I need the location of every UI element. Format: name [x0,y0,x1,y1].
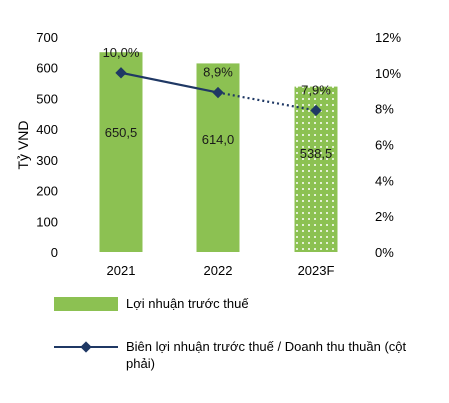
bar-value-label: 614,0 [202,132,235,147]
y-axis-ticks: 0 100 200 300 400 500 600 700 [36,30,58,260]
bar-value-label: 538,5 [300,146,333,161]
x-tick-label: 2021 [107,263,136,278]
y2-tick-label: 12% [375,30,401,45]
legend-swatch-line [54,341,118,353]
y-tick-label: 100 [36,214,58,229]
y2-axis-ticks: 0% 2% 4% 6% 8% 10% 12% [375,30,401,260]
y-tick-label: 200 [36,184,58,199]
line-segment-forecast [217,91,317,112]
x-tick-label: 2022 [204,263,233,278]
y-tick-label: 500 [36,91,58,106]
y-tick-label: 300 [36,153,58,168]
line-value-label: 7,9% [301,82,331,97]
y2-tick-label: 6% [375,138,394,153]
y-tick-label: 0 [51,245,58,260]
line-value-label: 10,0% [103,45,140,60]
y2-tick-label: 10% [375,66,401,81]
y2-tick-label: 2% [375,209,394,224]
legend-item-bar: Lợi nhuận trước thuế [54,295,249,312]
y2-tick-label: 8% [375,102,394,117]
y-axis-title: Tỷ VND [15,121,31,170]
x-tick-label: 2023F [298,263,335,278]
data-labels: 650,5 614,0 538,5 10,0% 8,9% 7,9% [103,45,333,161]
y2-tick-label: 4% [375,173,394,188]
legend-swatch-bar [54,297,118,311]
line-value-label: 8,9% [203,65,233,80]
legend-item-line: Biên lợi nhuận trước thuế / Doanh thu th… [54,338,426,372]
y-tick-label: 400 [36,122,58,137]
line-segment [120,71,219,94]
chart: Tỷ VND 0 100 200 300 400 500 600 700 0% 2% 4% 6% 8%… [15,30,401,278]
legend-label-line: Biên lợi nhuận trước thuế / Doanh thu th… [126,339,407,371]
legend-label-bar: Lợi nhuận trước thuế [126,296,249,311]
y-tick-label: 700 [36,30,58,45]
bar-value-label: 650,5 [105,125,138,140]
y-tick-label: 600 [36,61,58,76]
y2-tick-label: 0% [375,245,394,260]
bar [99,52,143,253]
x-axis-ticks: 2021 2022 2023F [107,263,335,278]
